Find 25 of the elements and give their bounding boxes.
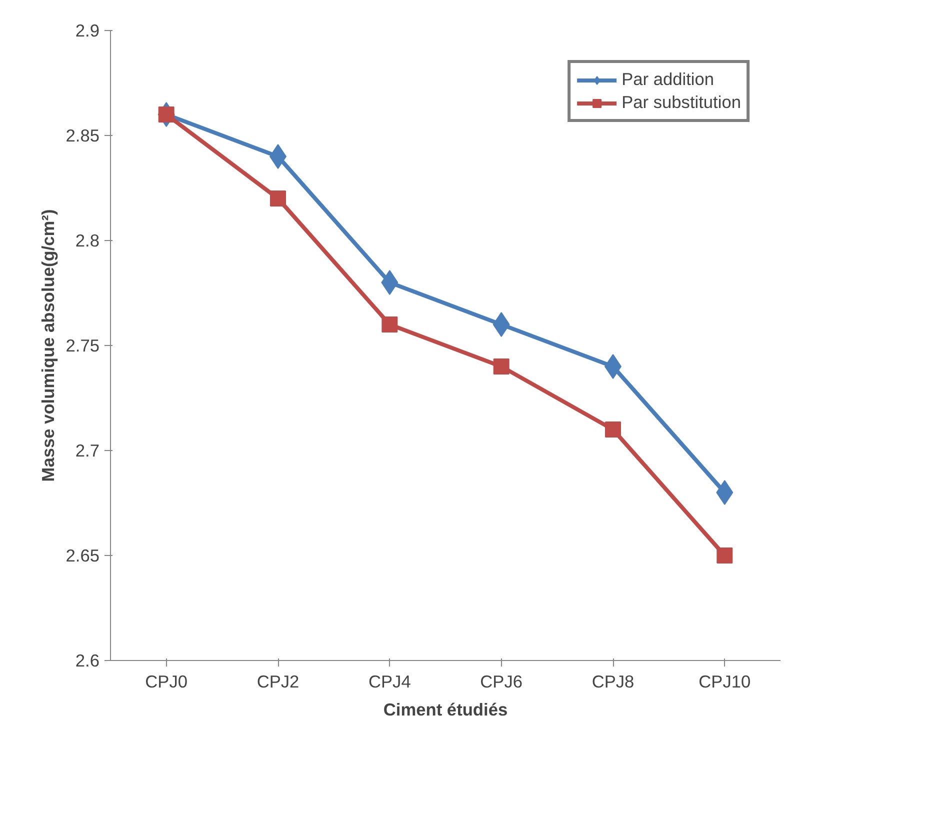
x-tick-label: CPJ10 bbox=[698, 672, 751, 692]
y-tick-label: 2.6 bbox=[75, 650, 100, 670]
point bbox=[493, 358, 510, 374]
legend-label: Par substitution bbox=[622, 92, 741, 113]
x-tick-label: CPJ8 bbox=[592, 672, 634, 692]
y-tick-label: 2.65 bbox=[66, 546, 100, 566]
y-tick-label: 2.8 bbox=[75, 230, 100, 250]
x-axis-title: Ciment étudiés bbox=[383, 700, 508, 720]
point bbox=[382, 316, 398, 332]
y-axis-title: Masse volumique absolue(g/cm²) bbox=[38, 209, 58, 482]
y-tick-label: 2.85 bbox=[66, 126, 100, 146]
x-tick-label: CPJ6 bbox=[480, 672, 523, 692]
point bbox=[716, 480, 734, 505]
legend-label: Par addition bbox=[622, 69, 714, 90]
point bbox=[270, 190, 286, 206]
x-tick-label: CPJ4 bbox=[368, 672, 412, 692]
point bbox=[605, 422, 621, 438]
point bbox=[381, 270, 398, 295]
x-tick-label: CPJ0 bbox=[145, 672, 188, 692]
y-tick-label: 2.9 bbox=[75, 20, 100, 40]
point bbox=[716, 548, 733, 564]
y-tick-label: 2.7 bbox=[75, 440, 100, 460]
y-tick-label: 2.75 bbox=[66, 336, 100, 356]
point bbox=[492, 312, 510, 337]
x-tick-label: CPJ2 bbox=[256, 672, 300, 692]
